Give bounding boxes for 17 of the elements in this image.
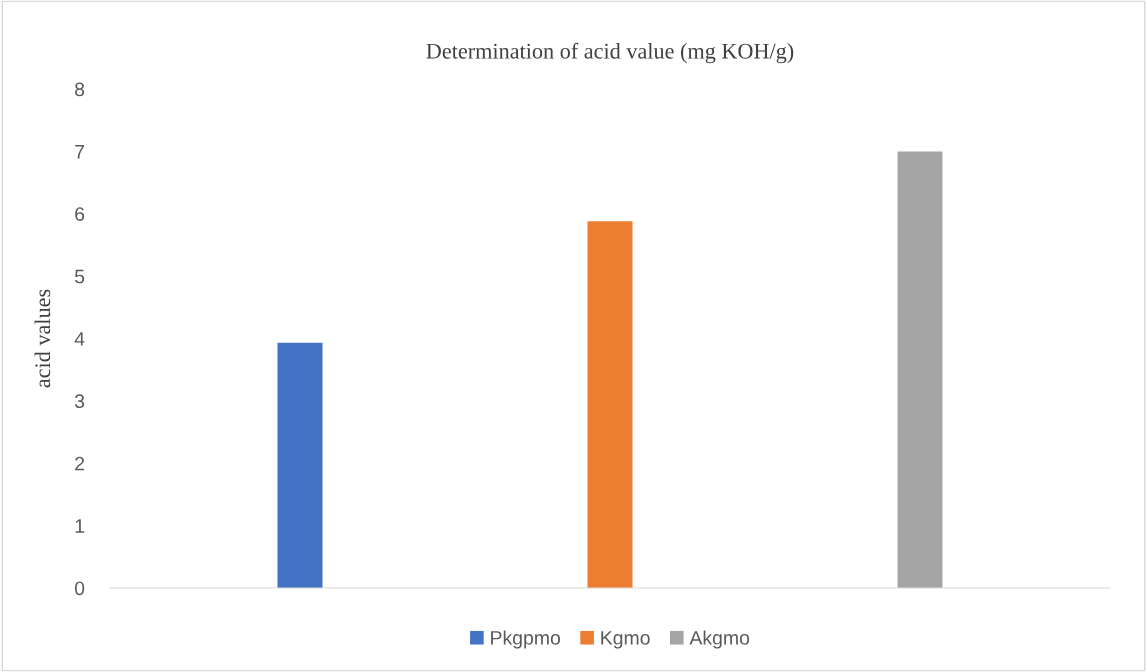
y-tick-label: 5 xyxy=(74,269,85,284)
bar xyxy=(277,342,323,588)
chart-title: Determination of acid value (mg KOH/g) xyxy=(426,42,794,64)
y-tick-label: 3 xyxy=(74,394,85,409)
bar xyxy=(587,221,633,588)
y-tick-label: 8 xyxy=(75,82,85,97)
legend-label: Pkgpmo xyxy=(491,630,561,649)
y-tick-label: 1 xyxy=(75,519,85,533)
legend-label: Akgmo xyxy=(689,630,750,649)
y-tick-label: 0 xyxy=(74,581,85,596)
legend-label: Kgmo xyxy=(601,631,650,649)
y-tick-label: 6 xyxy=(75,207,85,221)
y-tick-label: 4 xyxy=(74,332,85,346)
bar xyxy=(897,151,943,588)
y-tick-label: 2 xyxy=(75,456,85,471)
y-tick-label: 7 xyxy=(75,145,85,159)
y-axis-title: acid values xyxy=(34,289,51,388)
